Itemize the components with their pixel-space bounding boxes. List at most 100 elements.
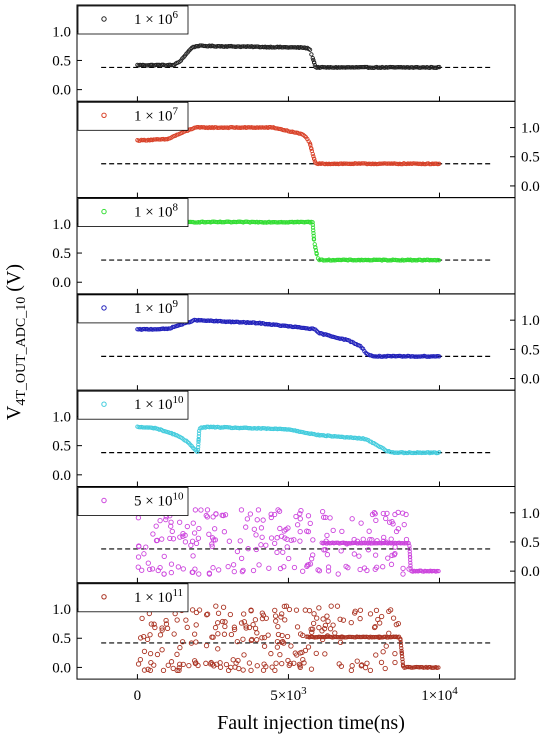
data-point bbox=[228, 631, 235, 638]
legend-marker bbox=[101, 112, 107, 119]
data-point bbox=[357, 607, 364, 613]
data-point bbox=[417, 568, 422, 573]
data-point bbox=[210, 514, 216, 520]
data-point bbox=[220, 604, 227, 610]
data-point bbox=[214, 661, 220, 667]
data-point bbox=[294, 522, 301, 528]
data-point bbox=[348, 667, 355, 673]
data-point bbox=[274, 535, 280, 541]
data-point bbox=[407, 552, 413, 557]
data-point bbox=[263, 663, 269, 670]
data-point bbox=[373, 652, 379, 658]
data-point bbox=[291, 537, 297, 543]
data-point bbox=[215, 631, 221, 637]
data-point bbox=[196, 445, 201, 450]
data-point bbox=[249, 636, 255, 643]
data-point bbox=[359, 662, 365, 668]
data-point bbox=[322, 651, 328, 657]
data-point bbox=[141, 634, 147, 640]
data-point bbox=[355, 65, 360, 70]
data-point bbox=[260, 667, 267, 673]
data-point bbox=[151, 137, 156, 142]
data-point bbox=[305, 644, 312, 650]
data-point bbox=[151, 621, 157, 627]
data-point bbox=[274, 644, 281, 650]
data-point bbox=[163, 617, 169, 624]
data-point bbox=[311, 156, 317, 161]
data-point bbox=[338, 548, 344, 554]
data-point bbox=[344, 65, 349, 70]
data-point bbox=[308, 666, 315, 672]
data-point bbox=[373, 607, 380, 614]
data-point bbox=[258, 542, 264, 548]
data-point bbox=[151, 662, 157, 668]
data-point bbox=[192, 660, 199, 666]
data-point bbox=[312, 159, 318, 164]
data-point bbox=[377, 620, 383, 626]
data-point bbox=[391, 552, 397, 558]
data-point bbox=[310, 552, 316, 558]
data-point bbox=[168, 569, 174, 576]
data-point bbox=[204, 507, 211, 513]
data-point bbox=[246, 660, 253, 666]
data-point bbox=[392, 659, 398, 666]
data-point bbox=[310, 222, 315, 228]
data-point bbox=[279, 611, 285, 617]
data-point bbox=[176, 665, 182, 671]
data-point bbox=[327, 515, 333, 521]
data-point bbox=[323, 538, 329, 544]
data-point bbox=[135, 515, 142, 521]
data-point bbox=[276, 508, 283, 514]
data-point bbox=[227, 611, 234, 618]
legend-box bbox=[77, 5, 189, 35]
data-point bbox=[316, 568, 323, 574]
data-point bbox=[238, 507, 245, 513]
data-point bbox=[147, 632, 153, 638]
legend-marker bbox=[101, 16, 107, 22]
data-point bbox=[404, 65, 409, 70]
data-point bbox=[254, 517, 260, 523]
data-point bbox=[357, 615, 363, 622]
data-point bbox=[348, 619, 354, 626]
data-point bbox=[367, 667, 374, 673]
data-point bbox=[203, 642, 210, 649]
y-axis-label: V4T_OUT_ADC_10 (V) bbox=[3, 264, 29, 420]
legend: 1 × 108 bbox=[77, 198, 189, 228]
data-point bbox=[209, 541, 215, 547]
panel-1: 0.0 0.5 1.0 1 × 106 bbox=[52, 4, 516, 102]
x-axis-label: Fault injection time(ns) bbox=[217, 712, 405, 734]
data-point bbox=[223, 424, 228, 430]
data-point bbox=[369, 537, 375, 543]
legend-marker bbox=[101, 208, 107, 215]
legend-marker bbox=[101, 305, 107, 311]
data-point bbox=[184, 624, 190, 630]
data-point bbox=[250, 567, 257, 574]
data-point bbox=[143, 544, 149, 550]
data-point bbox=[309, 626, 316, 632]
data-point bbox=[306, 608, 313, 614]
data-point bbox=[301, 660, 307, 666]
data-point bbox=[217, 664, 224, 670]
data-point bbox=[299, 325, 305, 331]
data-point bbox=[413, 65, 419, 70]
data-point bbox=[284, 633, 291, 640]
y-tick-label: 1.0 bbox=[52, 409, 71, 425]
data-point bbox=[426, 664, 432, 670]
data-point bbox=[241, 652, 247, 658]
data-point bbox=[241, 611, 247, 617]
data-point bbox=[399, 645, 404, 651]
legend-label: 1 × 1010 bbox=[134, 394, 184, 413]
y-tick-label: 1.0 bbox=[52, 24, 71, 40]
data-point bbox=[153, 523, 159, 529]
data-point bbox=[286, 606, 293, 613]
data-point bbox=[147, 566, 153, 573]
data-point bbox=[269, 664, 275, 670]
data-point bbox=[298, 219, 303, 225]
data-point bbox=[215, 646, 221, 652]
data-point bbox=[168, 523, 174, 529]
data-point bbox=[242, 425, 247, 430]
data-point bbox=[399, 654, 405, 659]
data-point bbox=[273, 618, 279, 624]
data-point bbox=[378, 659, 385, 666]
data-point bbox=[310, 537, 316, 543]
